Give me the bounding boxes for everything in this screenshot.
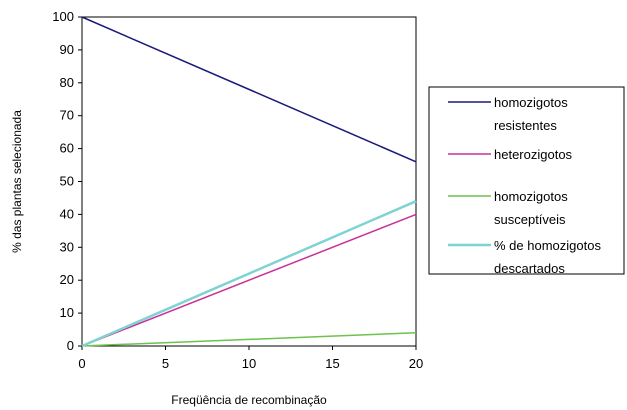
x-tick-label: 20 <box>409 356 423 371</box>
legend-label-4: descartados <box>494 261 565 276</box>
legend-label-1: homozigotos <box>494 95 568 110</box>
y-tick-label: 70 <box>60 108 74 123</box>
y-tick-label: 10 <box>60 305 74 320</box>
y-tick-label: 30 <box>60 239 74 254</box>
y-tick-label: 20 <box>60 272 74 287</box>
plot-area <box>81 16 417 347</box>
y-axis-title: % das plantas selecionada <box>10 110 24 253</box>
series-line-1 <box>81 16 417 163</box>
x-axis-ticks: 0 5 10 15 20 <box>78 346 423 371</box>
x-axis-title: Freqüência de recombinação <box>171 393 327 407</box>
y-tick-label: 80 <box>60 75 74 90</box>
x-tick-label: 0 <box>78 356 85 371</box>
series-line-2 <box>81 213 417 347</box>
y-tick-label: 60 <box>60 141 74 156</box>
legend: homozigotos resistentes heterozigotos homoz… <box>448 95 601 276</box>
y-axis-ticks: 0 10 20 30 40 50 60 70 80 90 100 <box>52 9 82 353</box>
x-tick-label: 5 <box>162 356 169 371</box>
y-tick-label: 50 <box>60 174 74 189</box>
y-tick-label: 0 <box>67 338 74 353</box>
series-line-4 <box>81 200 417 348</box>
legend-label-3: susceptíveis <box>494 212 566 227</box>
series-lines <box>81 16 417 348</box>
x-tick-label: 15 <box>325 356 339 371</box>
legend-box <box>428 86 625 275</box>
series-line-3 <box>81 332 417 347</box>
y-tick-label: 90 <box>60 42 74 57</box>
y-tick-label: 40 <box>60 206 74 221</box>
y-tick-label: 100 <box>52 9 74 24</box>
legend-label-1: resistentes <box>494 118 557 133</box>
x-tick-label: 10 <box>242 356 256 371</box>
legend-label-4: % de homozigotos <box>494 238 601 253</box>
legend-label-3: homozigotos <box>494 189 568 204</box>
legend-label-2: heterozigotos <box>494 147 573 162</box>
